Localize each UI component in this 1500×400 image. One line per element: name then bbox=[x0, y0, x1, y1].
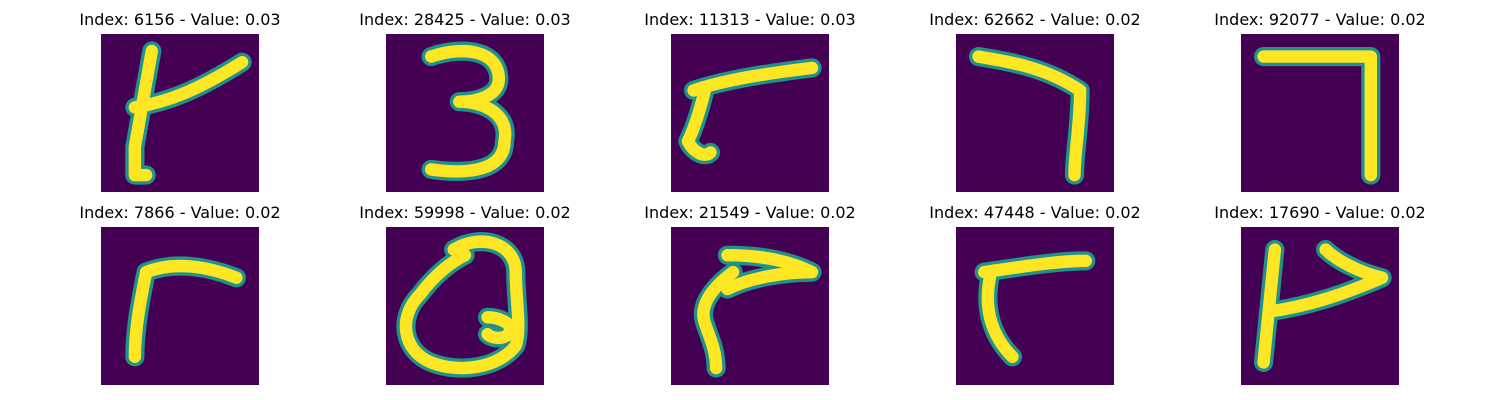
digit-image bbox=[956, 227, 1114, 385]
panel-title: Index: 7866 - Value: 0.02 bbox=[79, 203, 281, 222]
image-panel-3: Index: 11313 - Value: 0.03 bbox=[640, 10, 860, 192]
digit-image bbox=[101, 34, 259, 192]
digit-image bbox=[1241, 227, 1399, 385]
image-panel-1: Index: 6156 - Value: 0.03 bbox=[70, 10, 290, 192]
digit-image bbox=[386, 227, 544, 385]
image-panel-8: Index: 21549 - Value: 0.02 bbox=[640, 203, 860, 385]
digit-image bbox=[956, 34, 1114, 192]
digit-image bbox=[1241, 34, 1399, 192]
digit-image bbox=[671, 227, 829, 385]
image-panel-5: Index: 92077 - Value: 0.02 bbox=[1210, 10, 1430, 192]
digit-image bbox=[101, 227, 259, 385]
panel-title: Index: 17690 - Value: 0.02 bbox=[1214, 203, 1426, 222]
image-panel-2: Index: 28425 - Value: 0.03 bbox=[355, 10, 575, 192]
image-panel-10: Index: 17690 - Value: 0.02 bbox=[1210, 203, 1430, 385]
image-panel-4: Index: 62662 - Value: 0.02 bbox=[925, 10, 1145, 192]
panel-title: Index: 47448 - Value: 0.02 bbox=[929, 203, 1141, 222]
digit-image bbox=[386, 34, 544, 192]
panel-title: Index: 11313 - Value: 0.03 bbox=[644, 10, 856, 29]
panel-title: Index: 21549 - Value: 0.02 bbox=[644, 203, 856, 222]
digit-image bbox=[671, 34, 829, 192]
image-panel-6: Index: 7866 - Value: 0.02 bbox=[70, 203, 290, 385]
panel-title: Index: 59998 - Value: 0.02 bbox=[359, 203, 571, 222]
image-panel-9: Index: 47448 - Value: 0.02 bbox=[925, 203, 1145, 385]
panel-title: Index: 62662 - Value: 0.02 bbox=[929, 10, 1141, 29]
panel-title: Index: 6156 - Value: 0.03 bbox=[79, 10, 281, 29]
panel-title: Index: 92077 - Value: 0.02 bbox=[1214, 10, 1426, 29]
panel-title: Index: 28425 - Value: 0.03 bbox=[359, 10, 571, 29]
image-panel-7: Index: 59998 - Value: 0.02 bbox=[355, 203, 575, 385]
